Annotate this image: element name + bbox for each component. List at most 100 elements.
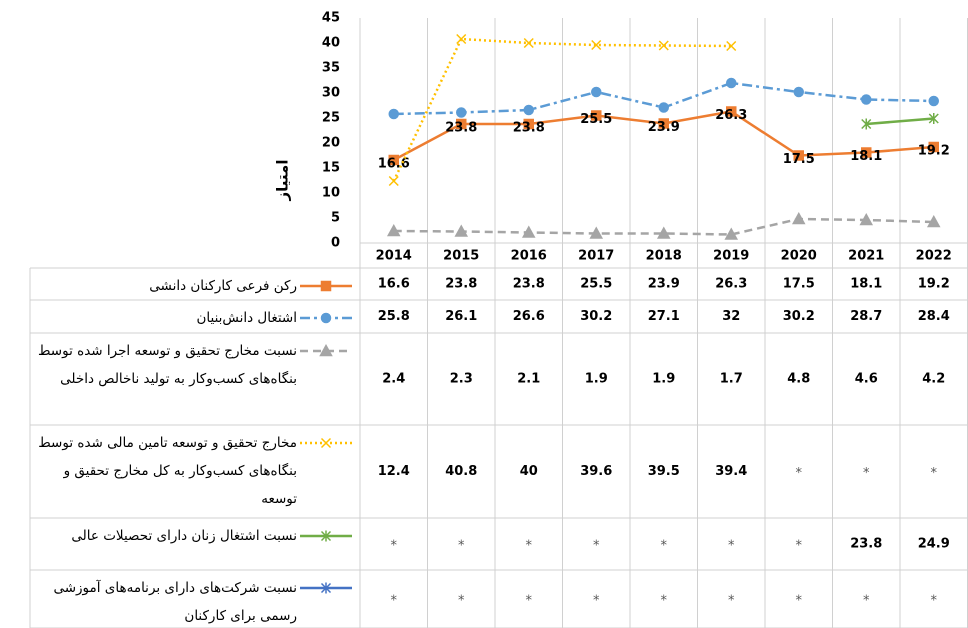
table-cell: 28.4 <box>918 309 950 324</box>
table-cell: * <box>863 466 870 481</box>
table-cell: * <box>661 539 668 554</box>
series-line <box>392 37 732 182</box>
legend-label: رکن فرعی کارکنان دانشی <box>149 278 297 294</box>
line-point <box>726 40 737 52</box>
table-cell: * <box>661 594 668 609</box>
x-tick-label: 2018 <box>646 249 682 264</box>
table-cell: 23.9 <box>648 277 680 292</box>
table-cell: 40 <box>520 464 538 479</box>
x-tick-label: 2015 <box>443 249 479 264</box>
line-point <box>388 175 399 187</box>
x-tick-label: 2020 <box>781 249 817 264</box>
line-point <box>658 40 669 51</box>
x-tick-label: 2017 <box>578 249 614 264</box>
legend-label: نسبت اشتغال زنان دارای تحصیلات عالی <box>71 528 297 544</box>
line-point <box>791 211 806 225</box>
line-point <box>388 154 399 166</box>
line-point <box>591 39 602 51</box>
table-cell: 12.4 <box>378 464 410 479</box>
table-cell: 39.5 <box>648 464 680 479</box>
line-point <box>656 226 671 239</box>
legend-label-box: نسبت اشتغال زنان دارای تحصیلات عالی <box>71 528 297 544</box>
table-cell: 18.1 <box>850 277 882 292</box>
x-tick-label: 2014 <box>376 249 412 264</box>
y-tick-label: 25 <box>322 111 340 126</box>
x-tick-label: 2021 <box>848 249 884 264</box>
legend-marker <box>320 437 332 449</box>
table-cell: 27.1 <box>648 309 680 324</box>
table-cell: 2.4 <box>382 372 405 387</box>
table-cell: * <box>931 466 938 481</box>
table-cell: * <box>728 539 735 554</box>
line-point <box>861 118 872 130</box>
table-cell: 2.1 <box>517 372 540 387</box>
legend-label: مخارج تحقیق و توسعه تامین مالی شده توسط … <box>38 435 297 507</box>
table-cell: 2.3 <box>450 372 473 387</box>
y-tick-label: 5 <box>331 211 340 226</box>
table-cell: 40.8 <box>445 464 477 479</box>
line-point <box>928 141 939 153</box>
table-cell: * <box>458 539 465 554</box>
table-cell: * <box>391 594 398 609</box>
legend-label: اشتغال دانش‌بنیان <box>196 310 297 326</box>
table-cell: * <box>526 594 533 609</box>
table-cell: 26.3 <box>715 277 747 292</box>
line-point <box>928 113 939 124</box>
line-point <box>590 86 602 98</box>
series-line <box>866 117 934 126</box>
line-point <box>455 107 467 118</box>
table-cell: * <box>593 594 600 609</box>
line-point <box>793 150 804 161</box>
table-cell: * <box>526 539 533 554</box>
table-cell: * <box>391 539 398 554</box>
legend-marker <box>319 343 333 357</box>
table-cell: * <box>796 594 803 609</box>
table-cell: 30.2 <box>783 309 815 324</box>
y-tick-label: 35 <box>322 61 340 76</box>
legend-label: نسبت شرکت‌های دارای برنامه‌های آموزشی رس… <box>53 580 297 624</box>
table-cell: 17.5 <box>783 277 815 292</box>
line-point <box>861 147 872 158</box>
legend-marker <box>320 280 332 292</box>
line-point <box>726 106 737 117</box>
line-point <box>928 95 940 107</box>
table-cell: 25.8 <box>378 309 410 324</box>
line-point <box>658 102 670 113</box>
table-cell: 39.4 <box>715 464 747 479</box>
data-label: 23.8 <box>445 121 477 136</box>
line-point <box>591 110 602 121</box>
line-point <box>860 94 872 105</box>
y-tick-label: 10 <box>322 186 340 201</box>
legend-label: نسبت مخارج تحقیق و توسعه اجرا شده توسط ب… <box>37 343 297 387</box>
line-point <box>456 33 467 45</box>
legend-marker <box>320 530 332 542</box>
legend-marker <box>320 582 332 594</box>
data-label: 18.1 <box>850 149 882 164</box>
legend-label-box: نسبت شرکت‌های دارای برنامه‌های آموزشی رس… <box>53 580 297 624</box>
table-cell: * <box>931 594 938 609</box>
line-point <box>523 104 535 116</box>
data-label: 26.3 <box>715 108 747 123</box>
line-point <box>454 224 469 237</box>
table-cell: 23.8 <box>850 537 882 552</box>
data-label: 17.5 <box>783 152 815 167</box>
line-point <box>859 212 874 226</box>
table-cell: 32 <box>722 309 740 324</box>
line-point <box>521 225 536 238</box>
table-cell: 39.6 <box>580 464 612 479</box>
table-cell: * <box>863 594 870 609</box>
table-cell: 28.7 <box>850 309 882 324</box>
table-cell: 26.6 <box>513 309 545 324</box>
table-cell: 30.2 <box>580 309 612 324</box>
x-tick-label: 2019 <box>713 249 749 264</box>
data-label: 19.2 <box>918 144 950 159</box>
table-cell: 4.8 <box>787 372 810 387</box>
line-point <box>523 118 534 130</box>
legend-label-box: رکن فرعی کارکنان دانشی <box>149 278 297 294</box>
legend-label-box: نسبت مخارج تحقیق و توسعه اجرا شده توسط ب… <box>37 343 297 387</box>
line-point <box>793 86 805 98</box>
data-label: 16.6 <box>378 157 410 172</box>
line-point <box>725 77 737 89</box>
line-point <box>386 223 401 237</box>
